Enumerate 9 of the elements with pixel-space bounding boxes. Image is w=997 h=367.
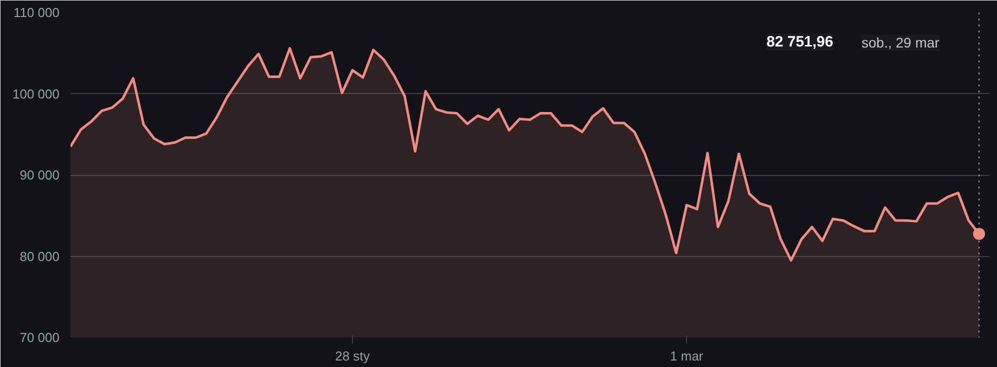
y-tick-label: 70 000 [20,330,60,345]
y-tick-label: 110 000 [13,5,60,20]
y-tick-label: 100 000 [12,86,60,102]
annotation: sob., 29 mar [862,34,940,50]
annotation: 82 751,96 [766,34,834,50]
x-tick-label: 28 sty [335,348,370,364]
y-tick-label: 90 000 [20,168,60,182]
x-tick-label: 1 mar [670,348,704,364]
y-tick-label: 80 000 [20,248,60,264]
